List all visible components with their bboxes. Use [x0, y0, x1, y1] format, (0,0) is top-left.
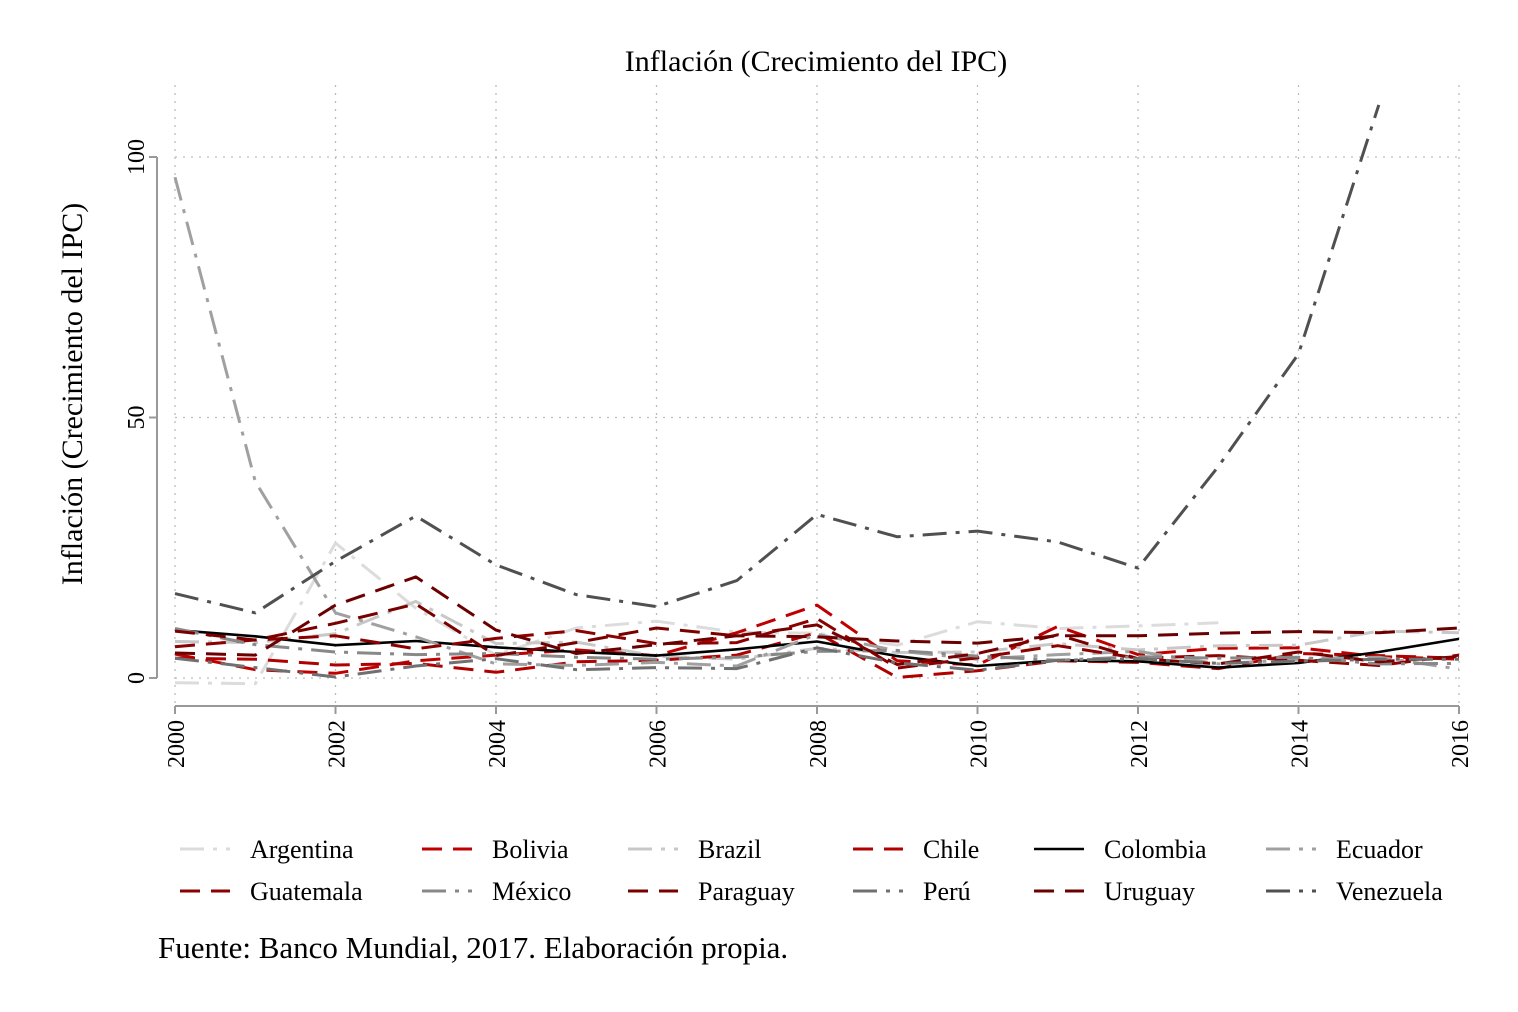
x-tick-label-2008: 2008 — [806, 720, 832, 768]
x-tick-label-2002: 2002 — [325, 720, 351, 768]
x-tick-label-2014: 2014 — [1288, 720, 1314, 768]
legend-label-uruguay: Uruguay — [1104, 877, 1195, 906]
legend-label-brazil: Brazil — [698, 835, 762, 864]
x-tick-label-2004: 2004 — [485, 720, 511, 768]
legend-label-argentina: Argentina — [250, 835, 354, 864]
grid-lines — [174, 85, 1460, 706]
legend-label-peru: Perú — [923, 877, 971, 906]
series-line-ecuador — [173, 176, 1460, 671]
y-tick-label-50: 50 — [124, 406, 150, 430]
legend-label-venezuela: Venezuela — [1336, 877, 1443, 906]
y-axis-label: Inflación (Crecimiento del IPC) — [56, 203, 89, 585]
series-line-mexico — [174, 627, 1460, 666]
legend-label-paraguay: Paraguay — [698, 877, 795, 906]
series-line-paraguay — [174, 602, 1460, 666]
legend-label-guatemala: Guatemala — [250, 877, 363, 906]
series-line-venezuela — [174, 104, 1381, 615]
legend-label-colombia: Colombia — [1104, 835, 1207, 864]
series-layer — [173, 104, 1460, 686]
series-line-colombia — [174, 628, 1460, 669]
y-tick-label-100: 100 — [124, 139, 150, 175]
series-line-argentina — [174, 541, 1219, 686]
axes: 0 50 100 2000 2002 2004 2006 2008 2010 2012 2014 20… — [124, 139, 1474, 768]
series-line-bolivia — [174, 603, 1460, 675]
legend-label-bolivia: Bolivia — [492, 835, 569, 864]
x-tick-label-2000: 2000 — [164, 720, 190, 768]
source-note: Fuente: Banco Mundial, 2017. Elaboración… — [158, 930, 789, 965]
legend-label-ecuador: Ecuador — [1336, 835, 1423, 864]
chart-title: Inflación (Crecimiento del IPC) — [625, 45, 1007, 78]
legend-label-chile: Chile — [923, 835, 979, 864]
x-tick-label-2010: 2010 — [967, 720, 993, 768]
x-tick-label-2006: 2006 — [646, 720, 672, 768]
series-line-uruguay — [174, 575, 1460, 657]
y-tick-label-0: 0 — [124, 672, 150, 684]
x-tick-label-2016: 2016 — [1448, 720, 1474, 768]
legend: Argentina Bolivia Brazil Chile Colombia Ecuad… — [180, 835, 1443, 906]
legend-label-mexico: México — [492, 877, 571, 906]
x-tick-label-2012: 2012 — [1127, 720, 1153, 768]
series-line-peru — [174, 646, 1459, 679]
